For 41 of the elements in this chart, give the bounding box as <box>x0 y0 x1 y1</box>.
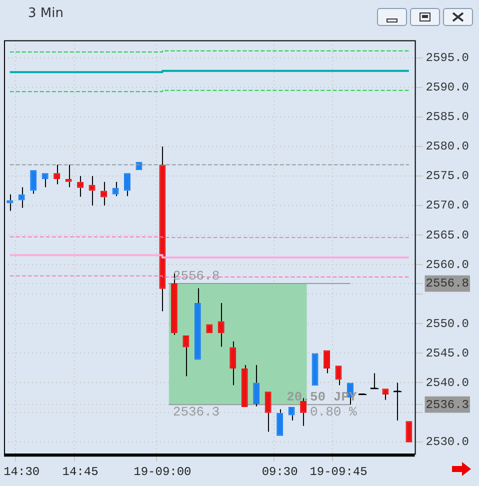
y-tick-label: 2560.0 <box>426 258 470 272</box>
annotation: 0.80 % <box>310 404 358 420</box>
y-tick-label: 2536.3 <box>426 398 470 412</box>
x-tick-label: 19-09:00 <box>134 464 192 479</box>
candlestick <box>253 364 260 407</box>
candlestick <box>65 164 72 188</box>
annotation: 2536.3 <box>172 404 220 420</box>
candlestick <box>335 366 342 386</box>
y-tick-label: 2595.0 <box>426 51 470 66</box>
candlestick <box>382 388 389 400</box>
y-tick-label: 2580.0 <box>426 140 470 154</box>
candlestick <box>18 186 25 208</box>
y-tick-label: 2565.0 <box>426 228 470 242</box>
candlestick <box>218 302 224 348</box>
candlestick <box>241 364 248 407</box>
y-tick-label: 2550.0 <box>426 316 470 331</box>
candlestick <box>6 194 14 212</box>
x-tick-label: 19-09:45 <box>310 464 368 479</box>
candlestick <box>88 176 96 206</box>
y-tick-label: 2540.0 <box>426 376 470 390</box>
candlestick <box>42 173 48 188</box>
candlestick <box>230 340 236 386</box>
x-tick-label: 14:45 <box>62 464 98 479</box>
y-tick-label: 2585.0 <box>426 110 470 124</box>
x-tick-label: 09:30 <box>262 464 298 479</box>
candlestick <box>276 408 284 436</box>
candlestick <box>112 181 119 197</box>
chart-title: 3 Min <box>28 6 64 21</box>
y-tick-label: 2575.0 <box>426 169 470 184</box>
candlestick <box>124 173 130 197</box>
candlestick <box>159 146 166 312</box>
y-tick-label: 2590.0 <box>426 80 470 95</box>
candlestick <box>264 392 272 432</box>
candlestick <box>324 350 330 374</box>
y-tick-label: 2530.0 <box>426 434 470 449</box>
candlestick <box>182 335 190 377</box>
y-tick-label: 2570.0 <box>426 198 470 213</box>
y-tick-label: 2545.0 <box>426 346 470 360</box>
y-tick-label: 2556.8 <box>426 276 470 291</box>
candlestick <box>194 288 201 360</box>
x-tick-label: 14:30 <box>4 464 40 479</box>
